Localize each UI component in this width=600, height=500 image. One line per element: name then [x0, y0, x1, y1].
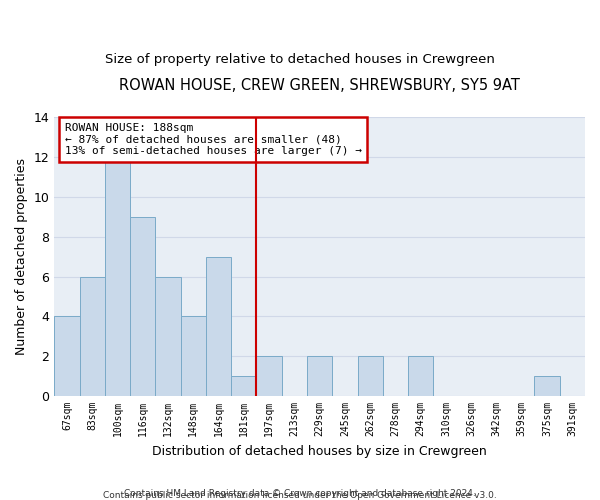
Bar	[206, 256, 231, 396]
Y-axis label: Number of detached properties: Number of detached properties	[15, 158, 28, 355]
Bar	[80, 276, 105, 396]
Bar	[307, 356, 332, 396]
Text: Size of property relative to detached houses in Crewgreen: Size of property relative to detached ho…	[105, 52, 495, 66]
Title: ROWAN HOUSE, CREW GREEN, SHREWSBURY, SY5 9AT: ROWAN HOUSE, CREW GREEN, SHREWSBURY, SY5…	[119, 78, 520, 92]
Bar	[130, 217, 155, 396]
Text: Contains public sector information licensed under the Open Government Licence v3: Contains public sector information licen…	[103, 491, 497, 500]
Bar	[408, 356, 433, 396]
Bar	[256, 356, 282, 396]
Bar	[181, 316, 206, 396]
Text: Contains HM Land Registry data © Crown copyright and database right 2024.: Contains HM Land Registry data © Crown c…	[124, 488, 476, 498]
X-axis label: Distribution of detached houses by size in Crewgreen: Distribution of detached houses by size …	[152, 444, 487, 458]
Bar	[231, 376, 256, 396]
Bar	[105, 157, 130, 396]
Bar	[155, 276, 181, 396]
Bar	[54, 316, 80, 396]
Text: ROWAN HOUSE: 188sqm
← 87% of detached houses are smaller (48)
13% of semi-detach: ROWAN HOUSE: 188sqm ← 87% of detached ho…	[65, 123, 362, 156]
Bar	[358, 356, 383, 396]
Bar	[535, 376, 560, 396]
